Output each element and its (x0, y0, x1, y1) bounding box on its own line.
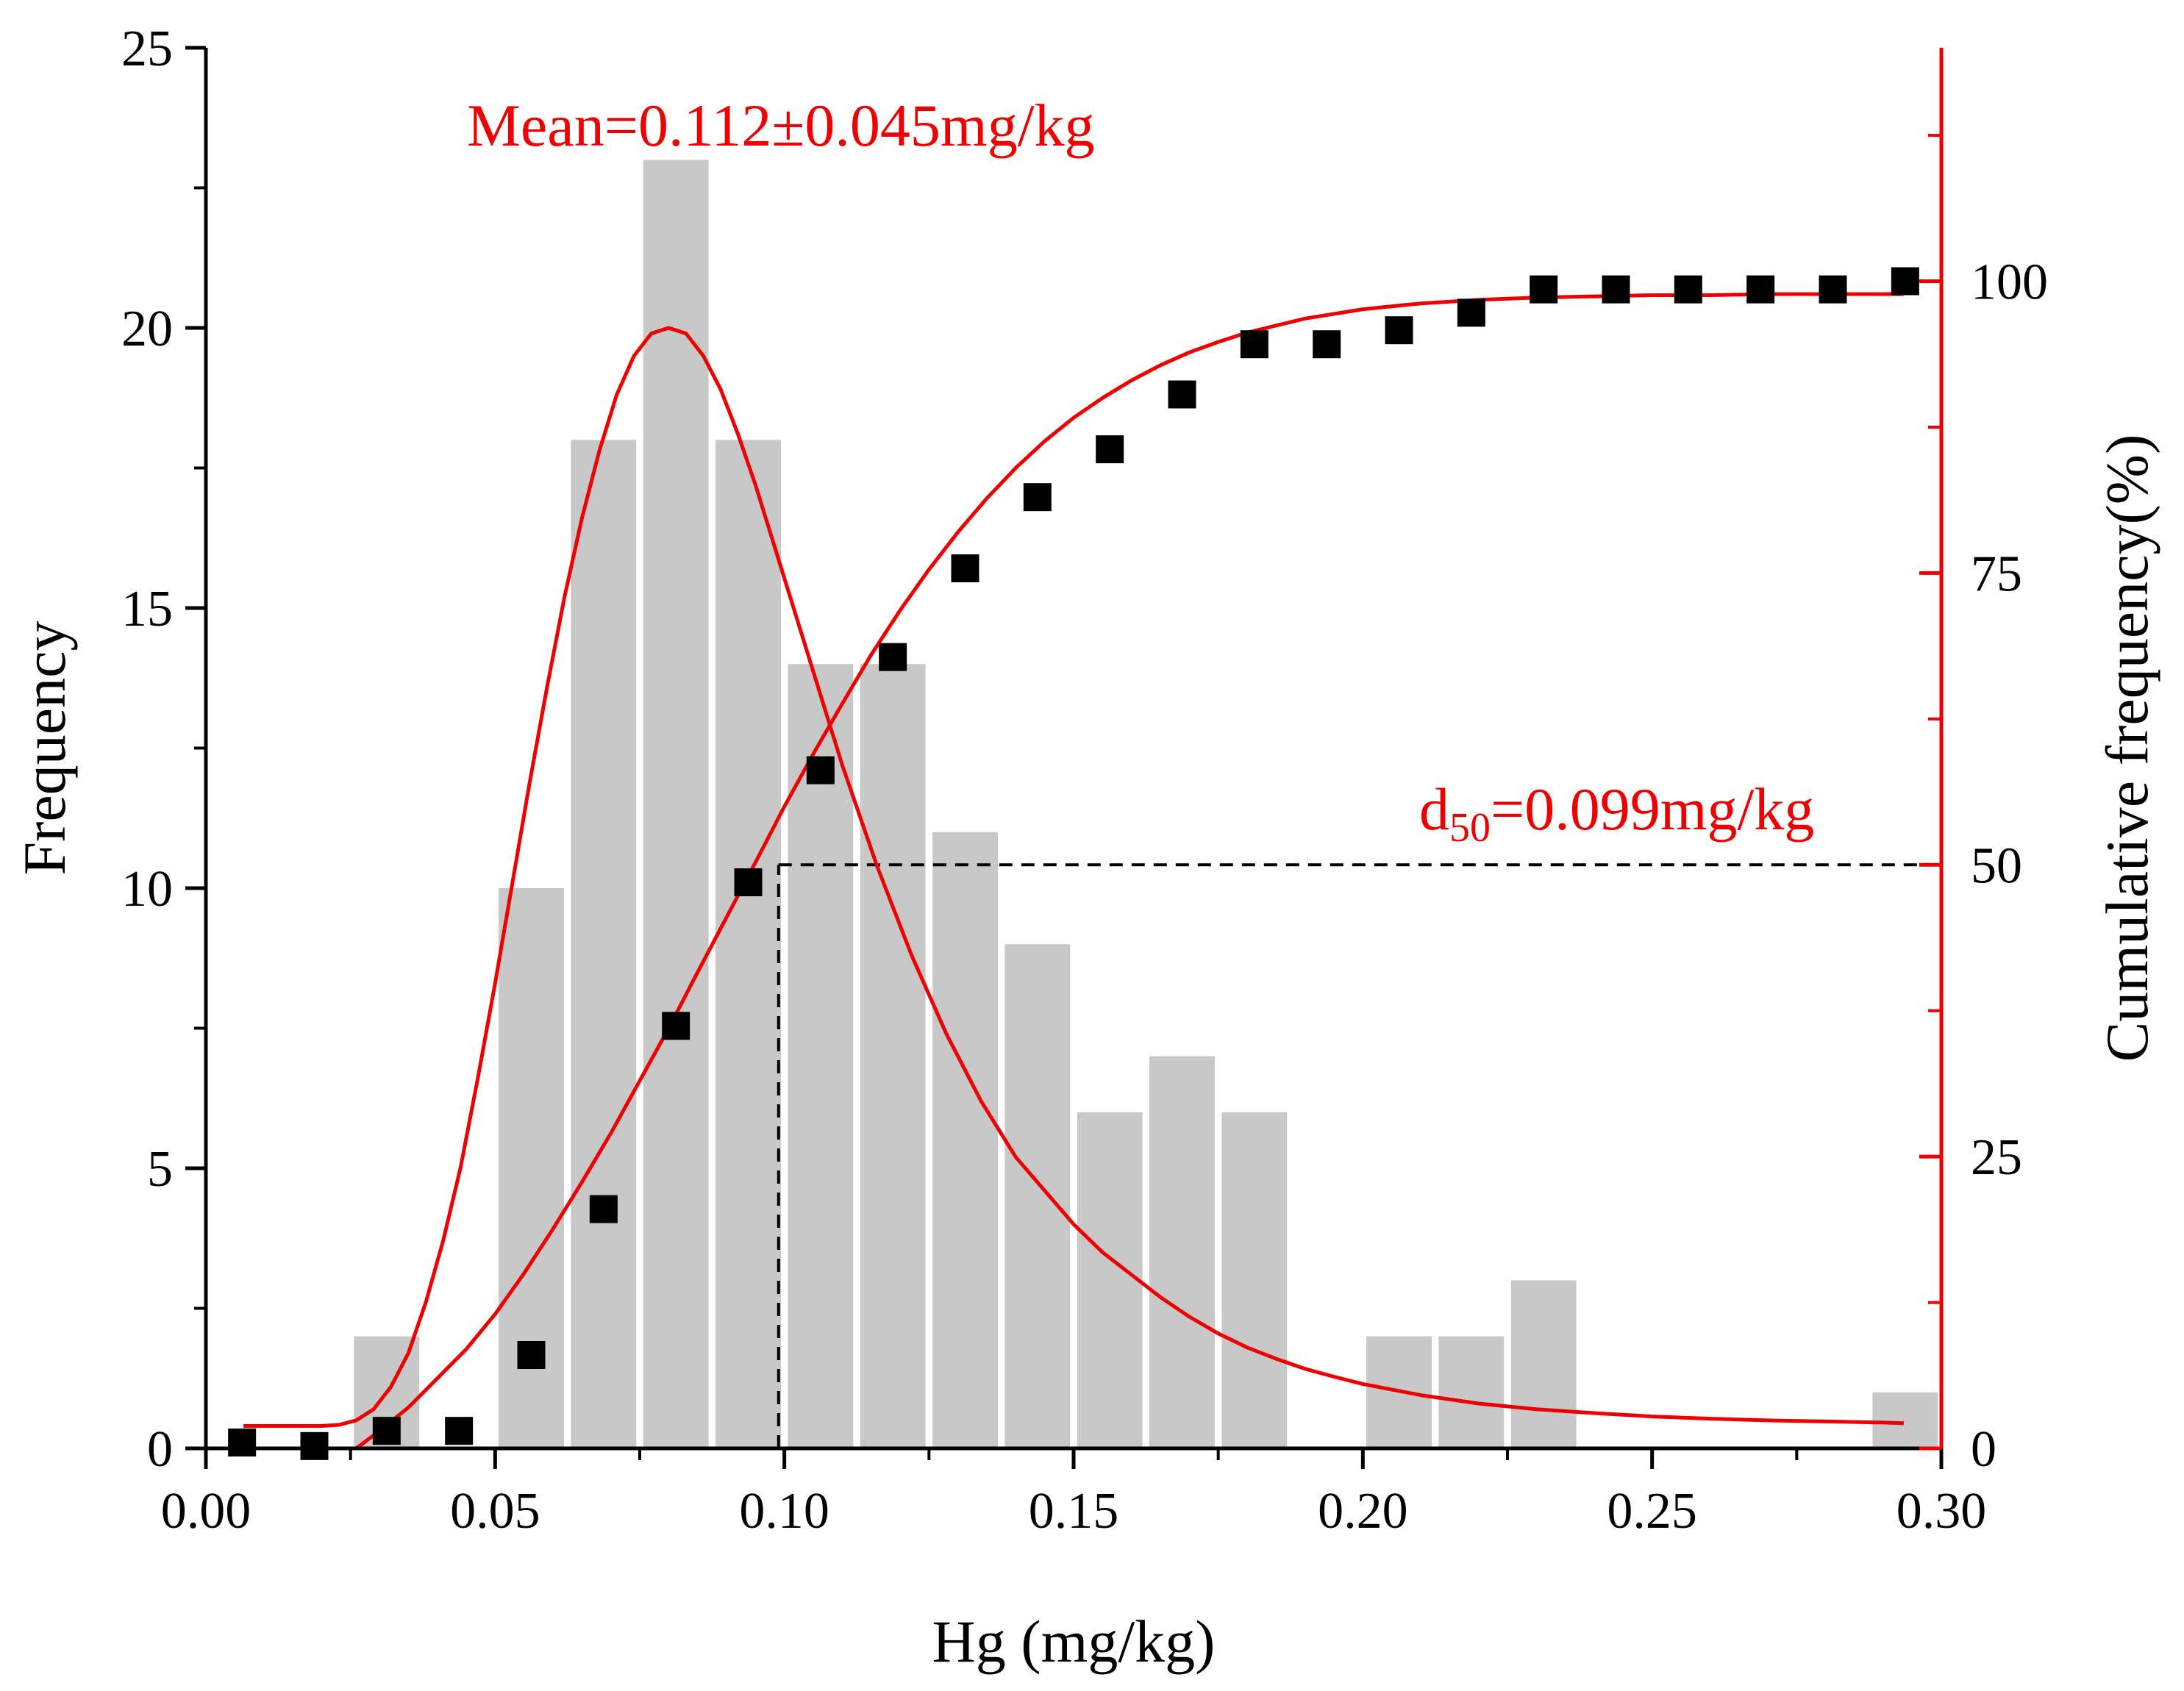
d50-value: =0.099mg/kg (1491, 776, 1814, 843)
histogram-bar (1872, 1392, 1938, 1448)
cumulative-point (1096, 435, 1124, 464)
cumulative-point (879, 643, 907, 671)
cumulative-point (951, 554, 979, 583)
cumulative-fit-curve (354, 292, 1904, 1450)
axes: 0.00 0.05 0.10 0.15 0.20 0.25 0.30051015202502… (121, 21, 2048, 1540)
mean-annotation: Mean=0.112±0.045mg/kg (467, 92, 1094, 159)
x-tick-label: 0.20 (1318, 1483, 1408, 1540)
d50-prefix: d (1419, 776, 1449, 843)
cumulative-point (1530, 275, 1558, 304)
y2-tick-label: 100 (1971, 254, 2048, 311)
cumulative-point (445, 1417, 474, 1445)
cumulative-point (1240, 330, 1268, 359)
y2-tick-label: 75 (1971, 546, 2022, 602)
y2-tick-label: 50 (1971, 837, 2022, 894)
annotations: Mean=0.112±0.045mg/kg d50=0.099mg/kg (467, 92, 1814, 851)
y-tick-label: 25 (121, 21, 173, 77)
cumulative-points (228, 267, 1919, 1460)
histogram-bar (1004, 944, 1071, 1448)
histogram-bar (1077, 1112, 1143, 1448)
y-tick-label: 10 (121, 861, 173, 918)
fit-curves (243, 292, 1904, 1450)
y-tick-label: 5 (147, 1141, 173, 1198)
histogram-bar (1221, 1112, 1288, 1448)
histogram-bar (932, 832, 998, 1448)
cumulative-point (1023, 483, 1052, 512)
x-tick-label: 0.15 (1029, 1483, 1119, 1540)
histogram-bar (1438, 1336, 1505, 1448)
histogram-bar (788, 664, 854, 1449)
histogram-bar (1149, 1056, 1215, 1448)
histogram-bar (643, 160, 709, 1448)
cumulative-point (1891, 267, 1919, 296)
x-tick-label: 0.10 (739, 1483, 829, 1540)
axis-labels: Hg (mg/kg) Frequency Cumulative frequenc… (11, 435, 2160, 1675)
cumulative-point (1385, 316, 1413, 345)
cumulative-point (1313, 330, 1341, 359)
cumulative-point (1746, 275, 1775, 304)
cumulative-point (589, 1195, 618, 1223)
cumulative-point (517, 1341, 546, 1369)
cumulative-point (1168, 380, 1196, 409)
cumulative-point (372, 1417, 401, 1445)
y-tick-label: 0 (147, 1421, 173, 1478)
cumulative-point (662, 1012, 690, 1040)
cumulative-point (806, 756, 835, 784)
histogram-bar (571, 440, 637, 1448)
d50-subscript: 50 (1449, 805, 1491, 851)
y-tick-label: 20 (121, 301, 173, 357)
cumulative-point (1457, 298, 1485, 327)
x-axis-label: Hg (mg/kg) (932, 1608, 1216, 1675)
frequency-fit-curve (243, 326, 1904, 1428)
cumulative-point (1674, 275, 1702, 304)
x-tick-label: 0.05 (450, 1483, 540, 1540)
cumulative-point (228, 1429, 257, 1457)
d50-guide-lines (777, 863, 1941, 1448)
y-tick-label: 15 (121, 581, 173, 637)
y-axis-label: Frequency (11, 621, 78, 875)
x-tick-label: 0.00 (161, 1483, 251, 1540)
histogram-bar (860, 664, 926, 1449)
cumulative-point (734, 868, 763, 897)
cumulative-point (1819, 275, 1847, 304)
y2-axis-label: Cumulative frequency(%) (2094, 435, 2160, 1062)
x-tick-label: 0.25 (1607, 1483, 1697, 1540)
cumulative-point (300, 1431, 329, 1460)
y2-tick-label: 0 (1971, 1421, 1996, 1478)
histogram-bar (1510, 1280, 1577, 1448)
y2-tick-label: 25 (1971, 1129, 2022, 1186)
histogram-bars (354, 160, 1938, 1449)
d50-annotation: d50=0.099mg/kg (1419, 776, 1814, 851)
cumulative-point (1602, 275, 1630, 304)
histogram-bar (715, 440, 781, 1448)
x-tick-label: 0.30 (1896, 1483, 1987, 1540)
